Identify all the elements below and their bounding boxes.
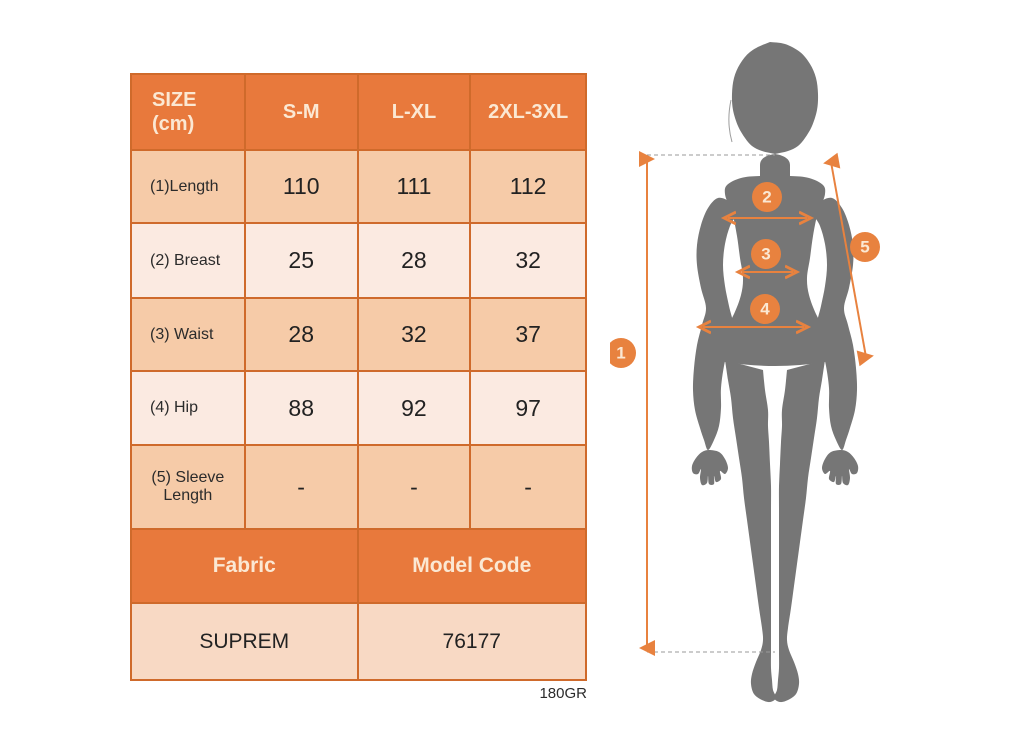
svg-text:5: 5 [860,238,869,257]
svg-text:4: 4 [760,300,770,319]
svg-text:3: 3 [761,245,770,264]
svg-text:2: 2 [762,188,771,207]
svg-text:1: 1 [616,344,625,363]
